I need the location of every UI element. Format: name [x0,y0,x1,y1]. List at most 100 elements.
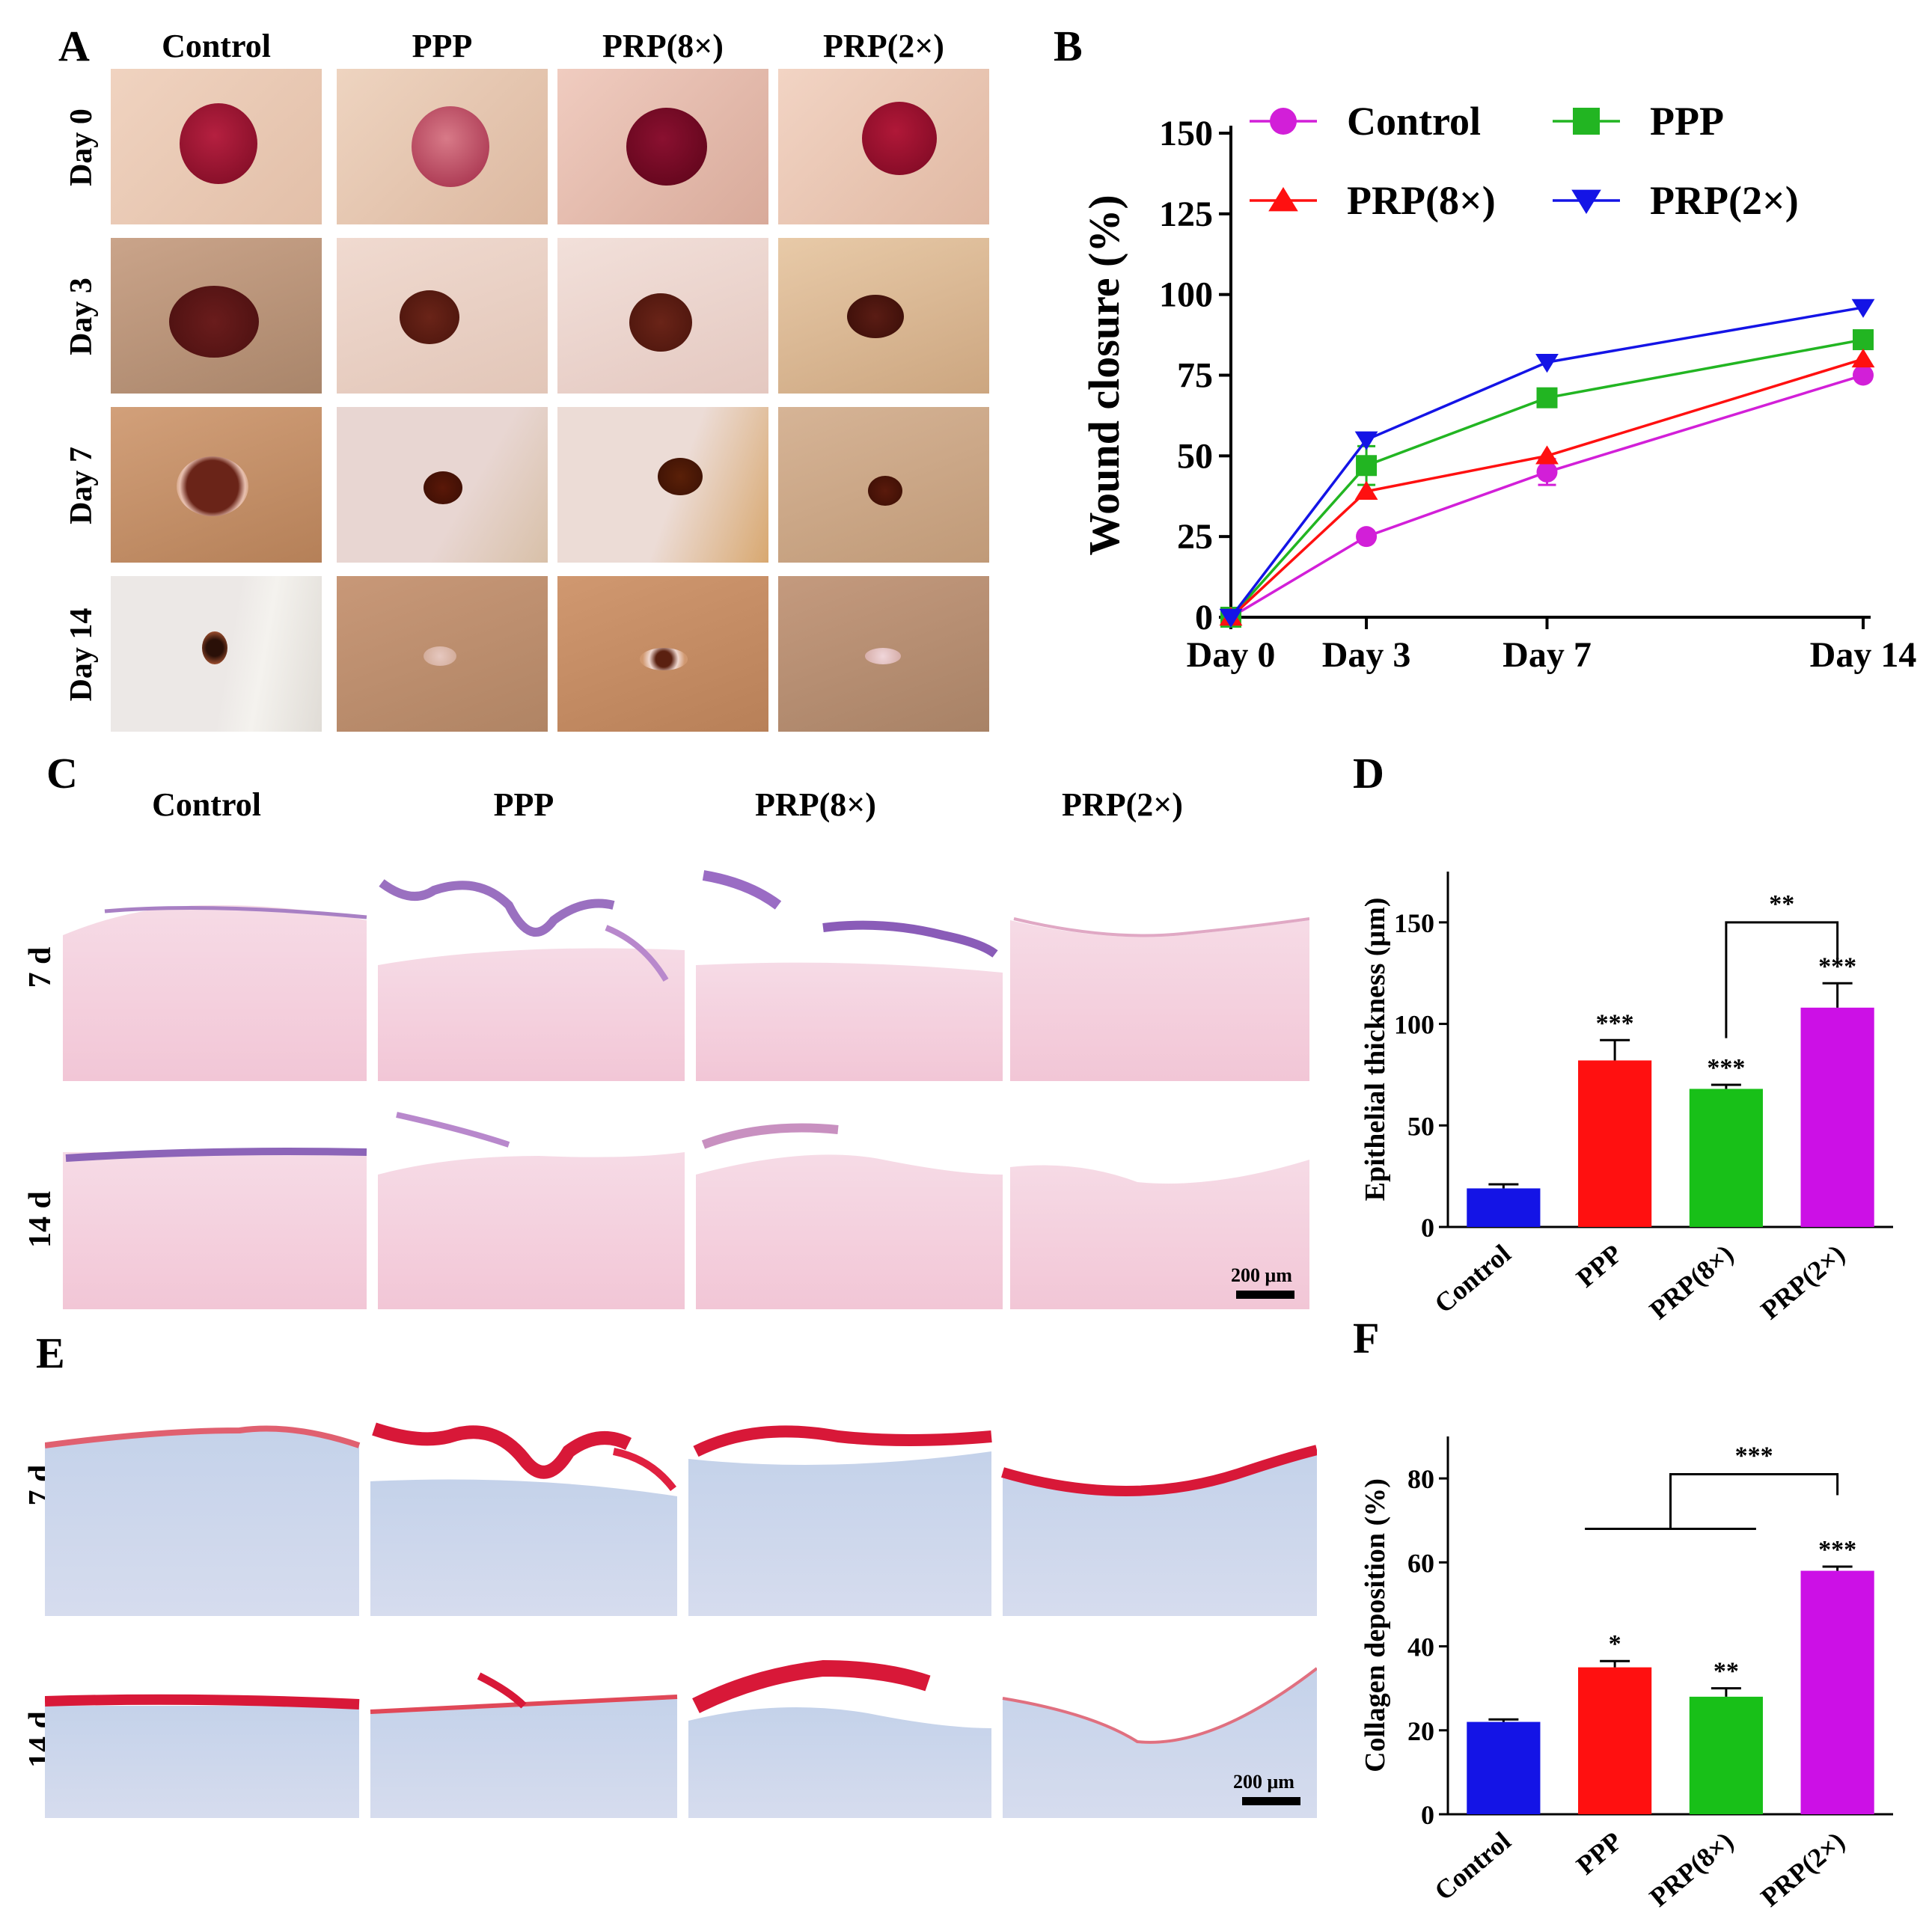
legend-label: PRP(2×) [1650,178,1799,223]
wound [424,471,462,504]
photo-control-day14 [111,576,322,732]
photo-ppp-day7 [337,407,548,563]
data-point [1853,364,1874,386]
wound [862,102,937,175]
photo-ppp-day0 [337,69,548,224]
photo-prp2-day0 [778,69,989,224]
wound-closure-chart: 0 25 50 75 100 125 150 Day 0 Day 3 Day 7 Day 14 Wou… [1080,99,1916,675]
panel-c-row-7d: 7 d [23,946,58,988]
significance-bracket [1725,921,1839,1038]
significance-label: *** [1818,1536,1856,1564]
x-tick-label: Day 0 [1187,635,1276,675]
y-axis-label: Epithelial thickness (μm) [1360,898,1391,1202]
wound [169,286,259,358]
y-tick-label: 0 [1421,1213,1434,1243]
panel-c-col-control: Control [152,786,261,823]
data-point [1219,608,1243,628]
data-point [1354,431,1378,450]
scale-bar-c [1236,1291,1294,1299]
legend-marker [1268,187,1298,212]
panel-a-row-day14: Day 14 [64,607,99,702]
series-line [1229,338,1864,619]
photo-prp8-day0 [557,69,768,224]
x-tick-label: Day 7 [1503,635,1592,675]
data-point [1356,526,1378,548]
bar [1689,1089,1763,1227]
data-point [1535,445,1559,465]
y-tick-label: 60 [1407,1548,1434,1578]
legend-marker [1571,189,1601,214]
panel-a-row-day3: Day 3 [64,278,99,355]
masson-ppp-14d [370,1672,678,1818]
panel-c-row-14d: 14 d [23,1191,58,1248]
panel-a-col-prp8: PRP(8×) [602,28,724,64]
x-tick-label: Control [1428,1825,1516,1906]
significance-bracket [1669,1473,1839,1529]
legend-label: PRP(8×) [1347,178,1496,223]
photo-control-day0 [111,69,322,224]
data-point [1535,354,1559,373]
bar [1689,1696,1763,1814]
he-histology-grid [63,870,1309,1309]
y-tick-label: 40 [1407,1632,1434,1662]
series-line [1229,358,1864,619]
x-tick-label: PRP(2×) [1755,1238,1850,1325]
photo-prp2-day14 [778,576,989,732]
he-prp8-7d [696,870,1003,1081]
scale-bar-label-c: 200 μm [1231,1264,1292,1286]
photo-prp8-day3 [557,238,768,394]
legend-marker [1573,108,1600,135]
bar [1800,1007,1874,1227]
series-line [1229,306,1864,619]
photo-prp8-day14 [557,576,768,732]
he-prp2-14d [1010,1160,1309,1309]
panel-label-c: C [46,749,78,798]
scale-bar-e [1242,1797,1300,1805]
series-line [1230,373,1864,619]
masson-prp2-14d [1002,1667,1317,1818]
significance-label: ** [1714,1658,1739,1686]
he-control-14d [63,1148,367,1309]
wound [658,458,703,495]
significance-label: *** [1707,1054,1745,1082]
bracket-label: *** [1735,1442,1773,1470]
wound [202,631,227,664]
panel-c-col-ppp: PPP [493,786,554,823]
legend-marker [1270,108,1297,135]
wound [180,103,257,184]
legend-label: PPP [1650,99,1724,144]
panel-label-e: E [36,1329,65,1377]
data-point [1851,348,1875,368]
panel-label-f: F [1353,1314,1380,1362]
photo-control-day7 [111,407,322,563]
wound [629,293,692,352]
data-point [1536,461,1558,483]
x-tick-label: PPP [1571,1238,1627,1293]
y-tick-label: 25 [1177,517,1213,557]
wound [626,108,707,186]
x-tick-label: PRP(2×) [1755,1825,1850,1912]
wound [412,106,489,187]
he-prp8-14d [696,1123,1003,1309]
he-ppp-7d [378,879,685,1081]
y-tick-label: 125 [1159,195,1213,234]
panel-label-d: D [1353,749,1384,798]
wound [640,648,688,670]
wound [865,648,901,664]
data-point [1851,299,1875,318]
masson-control-7d [45,1425,361,1616]
wound [847,295,904,338]
panel-a-col-prp2: PRP(2×) [823,28,944,64]
y-tick-label: 150 [1159,114,1213,153]
legend-label: Control [1347,99,1481,144]
photo-prp8-day7 [557,407,768,563]
bar [1800,1570,1874,1814]
panel-label-a: A [58,22,90,70]
wound [424,646,456,666]
panel-label-b: B [1054,22,1083,70]
data-point [1536,387,1558,408]
collagen-deposition-chart: 0 20 40 60 80 Collagen deposition (%) Control *… [1360,1436,1893,1912]
y-tick-label: 0 [1421,1800,1434,1830]
panel-a-row-day0: Day 0 [64,108,99,186]
